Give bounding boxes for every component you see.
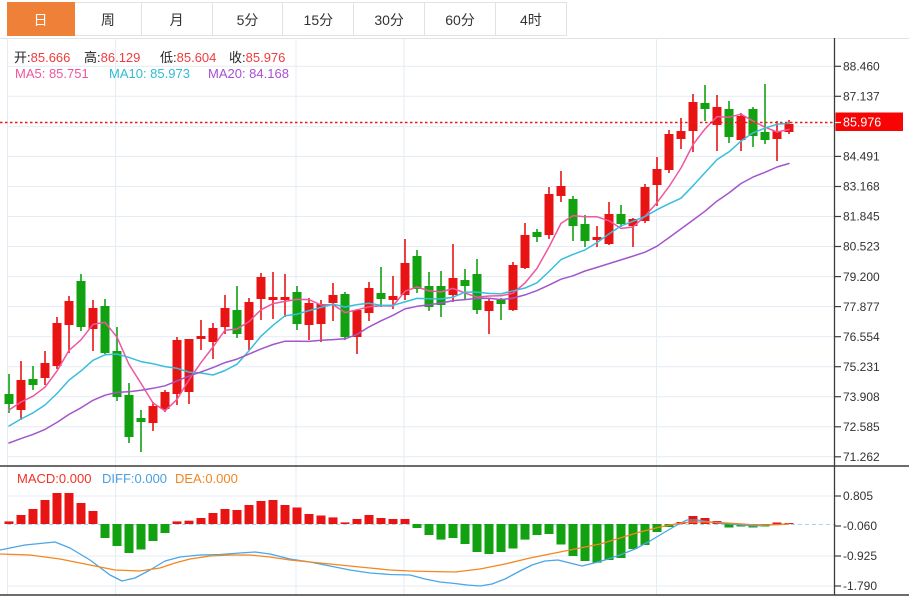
svg-text:87.137: 87.137 [843, 90, 880, 104]
svg-text:84.491: 84.491 [843, 150, 880, 164]
svg-text:75.231: 75.231 [843, 360, 880, 374]
svg-text:81.845: 81.845 [843, 210, 880, 224]
svg-text:72.585: 72.585 [843, 420, 880, 434]
svg-text:77.877: 77.877 [843, 300, 880, 314]
svg-text:71.262: 71.262 [843, 450, 880, 464]
svg-text:83.168: 83.168 [843, 180, 880, 194]
svg-text:-1.790: -1.790 [843, 579, 877, 593]
svg-text:79.200: 79.200 [843, 270, 880, 284]
svg-text:80.523: 80.523 [843, 240, 880, 254]
svg-text:88.460: 88.460 [843, 60, 880, 74]
svg-text:73.908: 73.908 [843, 390, 880, 404]
svg-text:76.554: 76.554 [843, 330, 880, 344]
svg-text:-0.925: -0.925 [843, 549, 877, 563]
svg-text:85.976: 85.976 [843, 116, 881, 130]
svg-text:0.805: 0.805 [843, 489, 873, 503]
svg-text:-0.060: -0.060 [843, 519, 877, 533]
